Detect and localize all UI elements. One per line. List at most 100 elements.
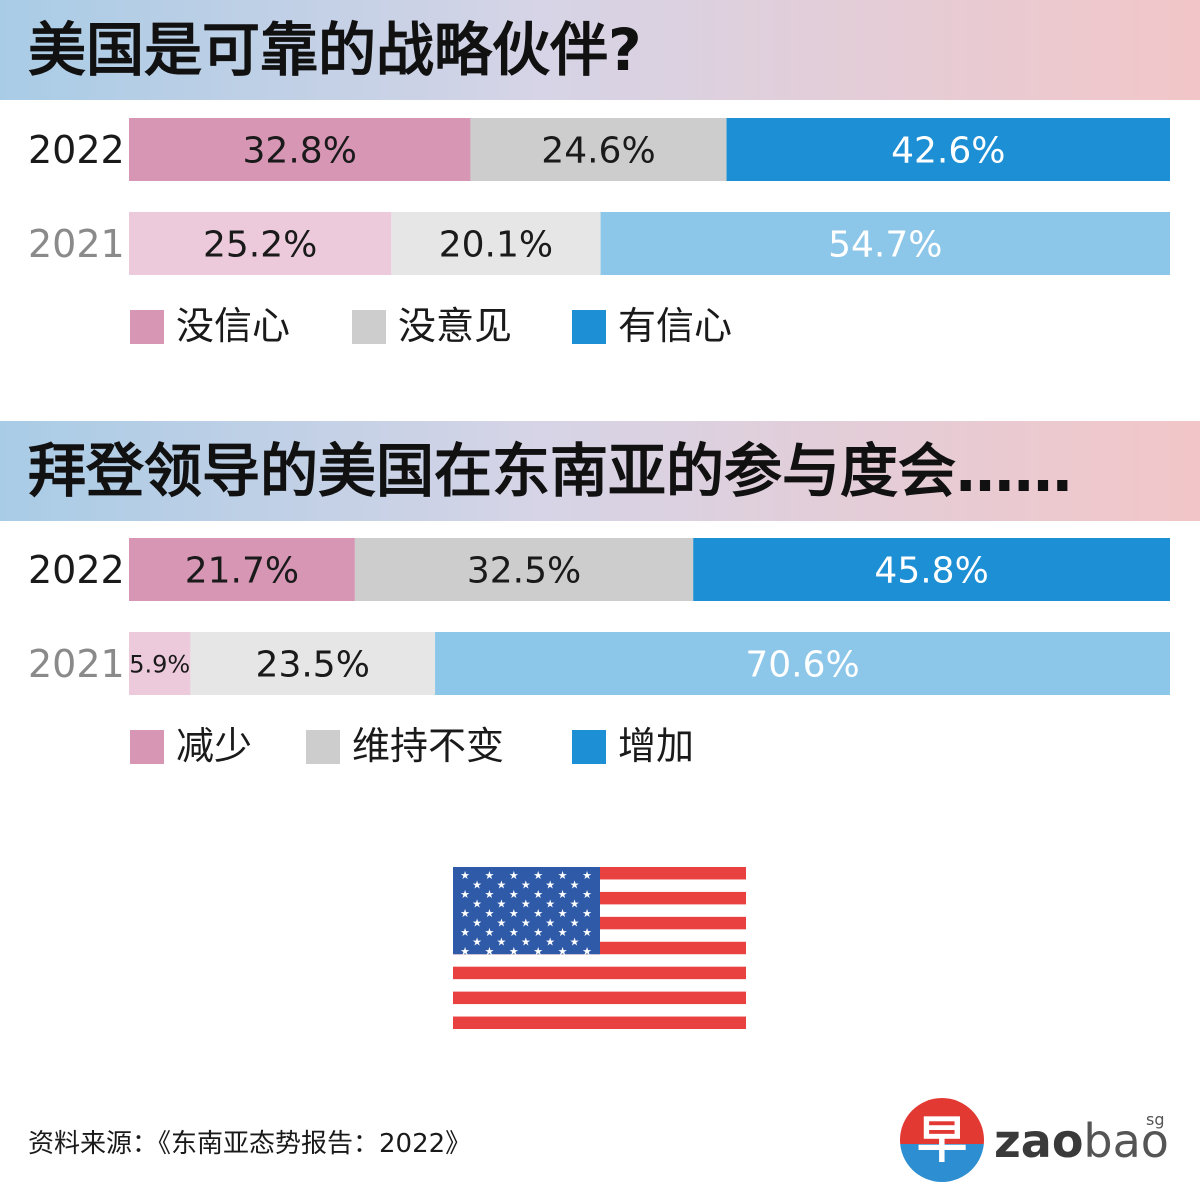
flag-star: ★ [484, 945, 494, 958]
flag-star: ★ [570, 917, 580, 930]
flag-stripe [453, 966, 746, 980]
data-label-2021-seg0: 5.9% [129, 651, 190, 679]
data-label-2022-seg2: 42.6% [891, 131, 1005, 172]
flag-star: ★ [582, 926, 592, 939]
bar-2022-seg1 [470, 118, 727, 181]
section2-banner: 拜登领导的美国在东南亚的参与度会…… [0, 421, 1200, 521]
logo-word-bold: zao [994, 1114, 1084, 1168]
logo-sup: sg [1146, 1110, 1165, 1129]
section1-banner: 美国是可靠的战略伙伴? [0, 0, 1200, 100]
logo-wordmark: zaobao [994, 1116, 1169, 1166]
section2-year-2021: 2021 [28, 642, 125, 686]
section1-year-2022: 2022 [28, 128, 125, 172]
data-label-2022-seg0: 21.7% [185, 551, 299, 592]
flag-star: ★ [496, 879, 506, 892]
flag-star: ★ [533, 945, 543, 958]
flag-star: ★ [570, 879, 580, 892]
flag-stripe [453, 954, 746, 968]
flag-star: ★ [484, 888, 494, 901]
flag-star: ★ [509, 869, 519, 882]
legend-swatch-unchanged [306, 730, 340, 764]
flag-star: ★ [545, 936, 555, 949]
flag-star: ★ [460, 888, 470, 901]
legend-label-decrease: 减少 [176, 724, 253, 768]
flag-star: ★ [533, 907, 543, 920]
flag-star: ★ [460, 926, 470, 939]
zaobao-logo-mark: 早 [900, 1098, 984, 1182]
flag-star: ★ [521, 936, 531, 949]
flag-star: ★ [582, 869, 592, 882]
flag-canton [453, 867, 600, 955]
data-label-2021-seg1: 23.5% [256, 645, 370, 686]
flag-star: ★ [533, 926, 543, 939]
flag-star: ★ [521, 917, 531, 930]
bar-2021-seg1 [391, 212, 601, 275]
section2-title: 拜登领导的美国在东南亚的参与度会…… [28, 437, 1073, 505]
flag-star: ★ [472, 917, 482, 930]
flag-star: ★ [533, 869, 543, 882]
bar-2021-seg2 [600, 212, 1170, 275]
flag-star: ★ [570, 898, 580, 911]
flag-stripe [453, 979, 746, 993]
flag-star: ★ [496, 936, 506, 949]
bar-2022-seg0 [129, 118, 471, 181]
us-flag-icon: ★ ★ ★ ★ ★ ★★ ★ ★ ★ ★★ ★ ★ ★ ★ ★★ ★ ★ ★ ★★ ★ ★ ★ ★ ★★ ★ ★ ★ ★★ ★ ★ ★ ★ ★★… [453, 867, 746, 1029]
bar-2021-seg0 [129, 632, 191, 695]
legend-swatch-no-confidence [130, 310, 164, 344]
legend-swatch-no-opinion [352, 310, 386, 344]
flag-star: ★ [460, 907, 470, 920]
legend-label-increase: 增加 [618, 724, 695, 768]
data-label-2022-seg1: 24.6% [541, 131, 655, 172]
data-label-2021-seg1: 20.1% [439, 225, 553, 266]
flag-star: ★ [472, 936, 482, 949]
flag-star: ★ [570, 936, 580, 949]
section2-year-2022: 2022 [28, 548, 125, 592]
flag-star: ★ [484, 926, 494, 939]
data-label-2021-seg2: 54.7% [828, 225, 942, 266]
flag-star: ★ [496, 917, 506, 930]
flag-stripe [453, 1016, 746, 1029]
logo-word-light: bao [1083, 1114, 1169, 1168]
flag-star: ★ [472, 898, 482, 911]
source-note: 资料来源：《东南亚态势报告：2022》 [28, 1129, 472, 1159]
bar-2022-seg2 [693, 538, 1170, 601]
flag-star: ★ [545, 879, 555, 892]
flag-star: ★ [582, 888, 592, 901]
bar-2021-seg1 [190, 632, 436, 695]
flag-star: ★ [521, 898, 531, 911]
flag-star: ★ [496, 898, 506, 911]
bar-2022-seg1 [354, 538, 694, 601]
flag-star: ★ [558, 869, 568, 882]
flag-star: ★ [558, 888, 568, 901]
bar-2021-seg0 [129, 212, 392, 275]
data-label-2022-seg1: 32.5% [467, 551, 581, 592]
flag-star: ★ [472, 879, 482, 892]
flag-star: ★ [484, 907, 494, 920]
flag-star: ★ [545, 898, 555, 911]
section1-title: 美国是可靠的战略伙伴? [28, 16, 642, 84]
section1-chart: 32.8% 24.6% 42.6% 25.2% 20.1% 54.7% [129, 118, 1170, 275]
data-label-2022-seg0: 32.8% [243, 131, 357, 172]
legend-label-confidence: 有信心 [618, 304, 733, 348]
flag-star: ★ [558, 907, 568, 920]
section2-chart: 21.7% 32.5% 45.8% 5.9% 23.5% 70.6% [129, 538, 1171, 695]
flag-star: ★ [558, 945, 568, 958]
flag-star: ★ [460, 945, 470, 958]
flag-star: ★ [582, 945, 592, 958]
flag-stripe [453, 991, 746, 1005]
logo-glyph: 早 [917, 1111, 967, 1169]
flag-star: ★ [582, 907, 592, 920]
data-label-2022-seg2: 45.8% [874, 551, 988, 592]
legend-label-no-opinion: 没意见 [398, 304, 513, 348]
flag-star: ★ [509, 888, 519, 901]
bar-2021-seg2 [435, 632, 1171, 695]
flag-stripe [453, 1004, 746, 1017]
legend-swatch-decrease [130, 730, 164, 764]
flag-star: ★ [558, 926, 568, 939]
flag-star: ★ [533, 888, 543, 901]
flag-star: ★ [460, 869, 470, 882]
flag-star: ★ [545, 917, 555, 930]
data-label-2021-seg0: 25.2% [203, 225, 317, 266]
flag-star: ★ [509, 926, 519, 939]
flag-star: ★ [509, 945, 519, 958]
